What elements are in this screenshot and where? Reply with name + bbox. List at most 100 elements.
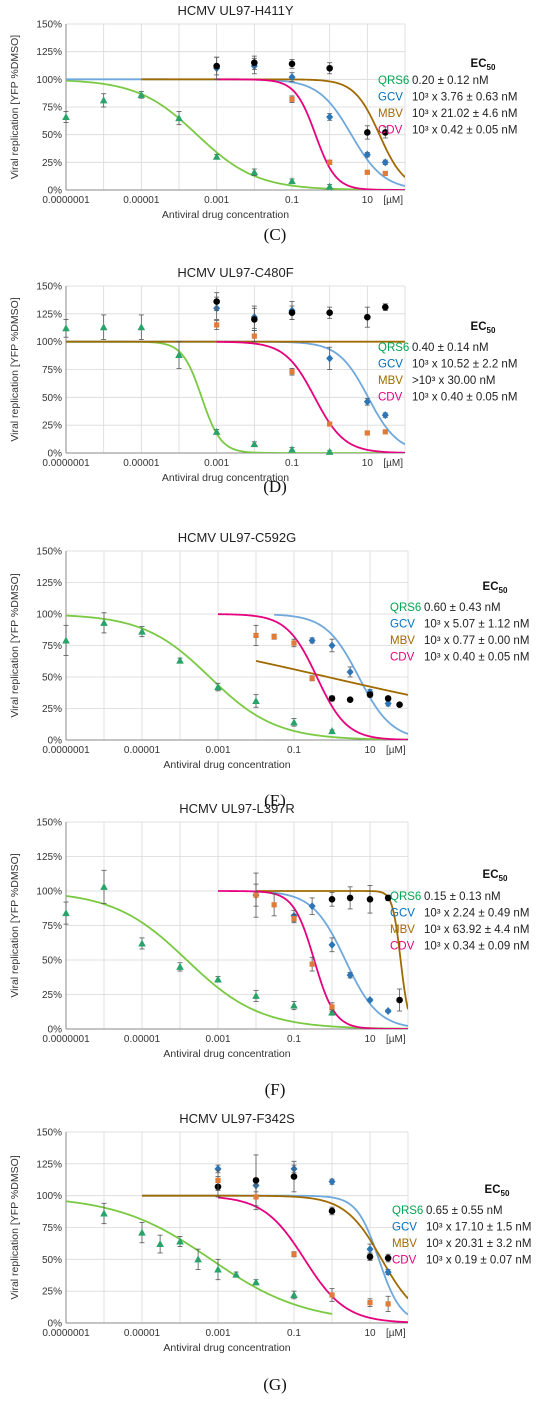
- data-point-qrs6: [325, 182, 334, 190]
- legend-ec50-gcv: 10³ x 5.07 ± 1.12 nM: [424, 619, 529, 631]
- fit-curve-cdv: [216, 78, 405, 190]
- y-tick-label: 25%: [42, 990, 62, 1001]
- y-tick-label: 75%: [42, 921, 62, 932]
- data-point-qrs6: [214, 683, 222, 691]
- data-point-qrs6: [232, 1270, 240, 1278]
- x-tick-label: 0.00001: [123, 195, 160, 206]
- y-axis-label: Viral replication [YFP %DMSO]: [9, 853, 21, 997]
- data-point-mbv: [288, 60, 296, 68]
- data-point-qrs6: [138, 939, 146, 947]
- data-point-cdv: [327, 159, 333, 165]
- data-point-qrs6: [137, 90, 146, 98]
- x-axis-label: Antiviral drug concentration: [162, 209, 289, 221]
- data-point-cdv: [271, 902, 277, 908]
- panel-label: (G): [263, 1375, 287, 1394]
- data-point-mbv: [288, 309, 296, 317]
- data-point-mbv: [382, 129, 389, 136]
- legend-drug-cdv: CDV: [390, 652, 415, 664]
- legend-drug-gcv: GCV: [378, 92, 403, 104]
- legend-header-sub: 50: [499, 586, 508, 595]
- data-point-qrs6: [175, 351, 183, 359]
- x-tick-label: 0.001: [204, 458, 229, 469]
- legend-header-main: EC: [485, 1184, 501, 1196]
- data-point-cdv: [364, 169, 370, 175]
- data-point-qrs6: [250, 168, 259, 176]
- data-point-mbv: [213, 298, 220, 305]
- legend-drug-gcv: GCV: [390, 908, 415, 920]
- data-point-gcv: [384, 1007, 392, 1016]
- fit-curve-cdv: [216, 340, 405, 453]
- legend-header-main: EC: [483, 581, 499, 593]
- x-tick-label: 10: [362, 195, 374, 206]
- y-tick-label: 150%: [36, 282, 62, 293]
- data-point-cdv: [309, 961, 315, 967]
- data-point-qrs6: [214, 1265, 222, 1273]
- data-point-mbv: [382, 303, 389, 311]
- data-point-mbv: [328, 1207, 336, 1215]
- legend-ec50-cdv: 10³ x 0.40 ± 0.05 nM: [412, 392, 517, 404]
- data-point-cdv: [253, 632, 259, 639]
- data-point-qrs6: [252, 991, 260, 999]
- chart-title: HCMV UL97-C592G: [178, 530, 297, 545]
- data-point-cdv: [329, 1292, 335, 1298]
- data-point-qrs6: [194, 1255, 202, 1263]
- y-tick-label: 25%: [42, 1287, 62, 1298]
- data-point-qrs6: [137, 323, 146, 331]
- data-point-mbv: [328, 695, 336, 702]
- x-axis-label: Antiviral drug concentration: [163, 1342, 290, 1354]
- fit-curve-gcv: [66, 340, 405, 446]
- x-tick-label: 10: [362, 458, 374, 469]
- legend-drug-mbv: MBV: [392, 1238, 417, 1250]
- data-point-qrs6: [176, 1237, 184, 1245]
- data-point-qrs6: [250, 440, 259, 448]
- data-point-qrs6: [212, 427, 221, 435]
- x-axis-label: Antiviral drug concentration: [163, 1048, 290, 1060]
- data-point-cdv: [253, 892, 259, 898]
- data-point-mbv: [384, 1254, 392, 1262]
- x-tick-label: 0.1: [287, 745, 301, 756]
- y-tick-label: 75%: [42, 1223, 62, 1234]
- legend-header: EC50: [483, 581, 508, 595]
- chart-panel-3: HCMV UL97-L397R 0% 25% 50% 75% 100% 125% 150% 0.…: [9, 801, 529, 1099]
- data-point-qrs6: [252, 1278, 260, 1286]
- x-tick-label: 0.0000001: [42, 195, 90, 206]
- fit-curve-qrs6: [66, 1200, 333, 1315]
- x-unit-label: [µM]: [383, 195, 403, 206]
- chart-panel-1: HCMV UL97-C480F 0% 25% 50% 75% 100% 125% 150% 0.…: [9, 265, 517, 496]
- legend-header: EC50: [485, 1184, 510, 1198]
- x-tick-label: 10: [364, 1328, 376, 1339]
- data-point-cdv: [385, 1301, 391, 1307]
- x-unit-label: [µM]: [386, 1328, 406, 1339]
- legend-drug-qrs6: QRS6: [378, 75, 409, 87]
- data-point-gcv: [363, 150, 371, 159]
- y-tick-label: 100%: [36, 887, 62, 898]
- data-point-qrs6: [100, 618, 108, 626]
- legend-ec50-mbv: 10³ x 63.92 ± 4.4 nM: [424, 924, 529, 936]
- data-point-mbv: [346, 894, 354, 902]
- fit-curve-mbv: [142, 1194, 408, 1300]
- data-point-qrs6: [290, 1001, 298, 1009]
- data-point-gcv: [346, 667, 354, 676]
- x-unit-label: [µM]: [386, 1034, 406, 1045]
- y-tick-label: 75%: [42, 641, 62, 652]
- data-point-gcv: [366, 1245, 374, 1254]
- data-point-gcv: [328, 940, 336, 949]
- y-tick-label: 150%: [36, 818, 62, 829]
- legend-drug-cdv: CDV: [390, 941, 415, 953]
- legend-ec50-cdv: 10³ x 0.19 ± 0.07 nM: [426, 1255, 531, 1267]
- y-tick-label: 125%: [36, 1159, 62, 1170]
- data-point-qrs6: [176, 962, 184, 970]
- data-point-mbv: [326, 309, 333, 317]
- data-point-qrs6: [288, 177, 296, 185]
- legend-header: EC50: [471, 321, 496, 335]
- y-axis-label: Viral replication [YFP %DMSO]: [9, 573, 21, 717]
- x-tick-label: 0.00001: [124, 1034, 161, 1045]
- data-point-mbv: [346, 696, 354, 703]
- data-point-mbv: [213, 62, 220, 70]
- legend-drug-cdv: CDV: [378, 125, 403, 137]
- data-point-cdv: [329, 1004, 335, 1010]
- x-tick-label: 0.0000001: [42, 458, 90, 469]
- fit-curve-cdv: [218, 890, 408, 1029]
- data-point-mbv: [364, 313, 371, 321]
